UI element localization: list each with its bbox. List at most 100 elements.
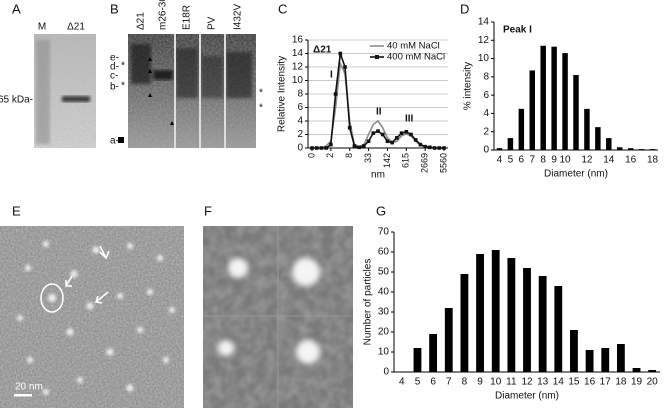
point bbox=[404, 130, 409, 134]
panel-label: E bbox=[12, 203, 21, 218]
bar bbox=[638, 149, 645, 150]
lane-label: E18R bbox=[182, 5, 193, 30]
point bbox=[390, 140, 394, 145]
x-tick-label: 12 bbox=[581, 155, 593, 166]
scale-bar-label: 20 nm bbox=[15, 382, 43, 393]
x-tick-label: 2 bbox=[325, 153, 335, 158]
point bbox=[380, 132, 385, 137]
x-tick-label: 7 bbox=[446, 377, 452, 388]
x-tick-label: 15 bbox=[568, 377, 580, 388]
bar bbox=[627, 148, 634, 150]
lane-label: PV bbox=[207, 16, 218, 30]
y-tick-label: 20 bbox=[378, 327, 390, 338]
y-tick-label: 8 bbox=[297, 89, 303, 100]
x-tick-label: 33 bbox=[363, 153, 373, 163]
bar bbox=[632, 368, 641, 372]
y-tick-label: 14 bbox=[292, 48, 304, 59]
annotation: II bbox=[376, 107, 382, 118]
y-tick-label: 2 bbox=[483, 126, 489, 137]
bar bbox=[570, 330, 578, 372]
y-tick-label: 4 bbox=[297, 116, 303, 127]
bar bbox=[585, 350, 594, 372]
y-tick-label: 60 bbox=[378, 247, 390, 258]
micrograph-e bbox=[0, 226, 184, 408]
x-tick-label: 18 bbox=[615, 377, 627, 388]
y-tick-label: 12 bbox=[478, 35, 490, 46]
x-tick-label: 5 bbox=[508, 155, 514, 166]
bar bbox=[648, 370, 657, 372]
bar bbox=[429, 334, 438, 372]
x-tick-label: 13 bbox=[537, 377, 549, 388]
bar bbox=[476, 254, 484, 372]
panel-label: D bbox=[460, 1, 469, 16]
legend-swatch bbox=[375, 55, 379, 59]
x-tick-label: 9 bbox=[551, 155, 557, 166]
bar bbox=[507, 138, 514, 150]
bar bbox=[616, 344, 625, 372]
point bbox=[319, 146, 324, 150]
lane-label: Δ21 bbox=[67, 22, 85, 33]
point bbox=[409, 132, 413, 137]
x-tick-label: 9 bbox=[477, 377, 483, 388]
point bbox=[371, 131, 376, 135]
x-tick-label: 5 bbox=[415, 377, 421, 388]
point bbox=[347, 125, 352, 130]
x-tick-label: 17 bbox=[600, 377, 612, 388]
x-tick-label: 6 bbox=[430, 377, 436, 388]
panel-label: A bbox=[12, 1, 21, 16]
point bbox=[310, 146, 314, 150]
y-tick-label: 40 bbox=[378, 287, 390, 298]
bar bbox=[573, 75, 579, 150]
x-tick-label: 8 bbox=[540, 155, 546, 166]
panel-label: C bbox=[278, 1, 287, 16]
y-tick-label: 0 bbox=[297, 143, 303, 154]
y-tick-label: 0 bbox=[483, 145, 489, 156]
point bbox=[413, 138, 418, 142]
legend-label: 400 mM NaCl bbox=[387, 52, 445, 63]
x-axis-label: Diameter (nm) bbox=[495, 391, 559, 402]
asterisk: * bbox=[121, 61, 125, 72]
x-axis-label: Diameter (nm) bbox=[544, 169, 608, 180]
y-tick-label: 70 bbox=[378, 227, 390, 238]
x-tick-label: 14 bbox=[603, 155, 615, 166]
point bbox=[343, 65, 347, 69]
panel-label: B bbox=[110, 1, 119, 16]
y-tick-label: 0 bbox=[383, 367, 389, 378]
x-tick-label: 4 bbox=[497, 155, 503, 166]
y-tick-label: 14 bbox=[478, 17, 490, 28]
bar bbox=[460, 274, 469, 372]
legend-label: 40 mM NaCl bbox=[387, 41, 440, 52]
point bbox=[399, 131, 404, 135]
y-tick-label: 10 bbox=[292, 75, 304, 86]
gel-a bbox=[34, 34, 96, 148]
y-tick-label: 30 bbox=[378, 307, 390, 318]
y-tick-label: 16 bbox=[292, 35, 304, 46]
y-tick-label: 10 bbox=[478, 53, 490, 64]
lane-label: I432V bbox=[233, 4, 244, 30]
line bbox=[312, 53, 444, 149]
band-label: d- bbox=[110, 62, 119, 73]
point bbox=[385, 139, 390, 144]
point bbox=[418, 142, 423, 147]
bar bbox=[601, 348, 610, 372]
point bbox=[366, 139, 371, 144]
bar bbox=[606, 138, 612, 150]
x-tick-label: 12 bbox=[521, 377, 533, 388]
band-label: a- bbox=[110, 136, 119, 147]
x-tick-label: 16 bbox=[625, 155, 637, 166]
point bbox=[352, 144, 357, 148]
y-tick-label: 50 bbox=[378, 267, 390, 278]
panel-label: G bbox=[376, 203, 386, 218]
images-f bbox=[203, 226, 353, 408]
point bbox=[423, 144, 427, 149]
bar bbox=[540, 45, 546, 151]
x-tick-label: 142 bbox=[382, 153, 392, 168]
x-tick-label: 6 bbox=[519, 155, 525, 166]
bar bbox=[518, 108, 525, 150]
point bbox=[324, 146, 328, 150]
bar bbox=[491, 250, 500, 372]
y-axis-label: Relative Intensity bbox=[277, 56, 288, 132]
annotation: Peak I bbox=[503, 25, 532, 36]
y-tick-label: 8 bbox=[483, 71, 489, 82]
point bbox=[357, 145, 361, 150]
